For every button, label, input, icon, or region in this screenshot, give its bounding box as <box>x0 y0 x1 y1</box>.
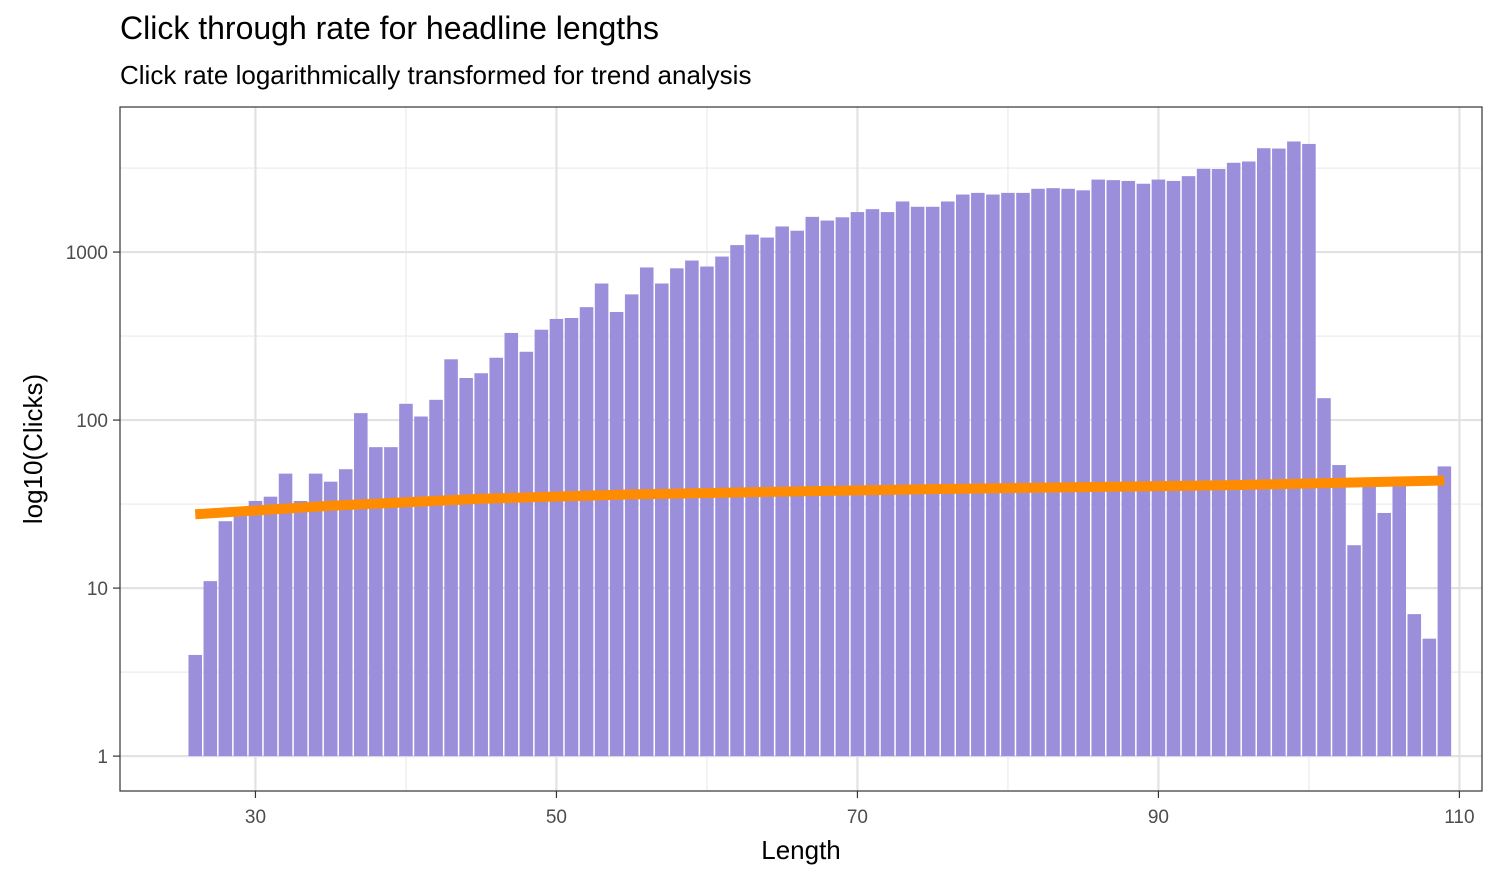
bar-length-27 <box>203 581 218 757</box>
bar-length-43 <box>444 359 458 757</box>
bar-length-33 <box>293 500 308 757</box>
bar-length-55 <box>624 294 639 757</box>
bar-length-34 <box>308 473 323 757</box>
bar-length-37 <box>354 413 368 757</box>
bar-length-49 <box>534 329 549 757</box>
bar-length-87 <box>1106 180 1121 757</box>
bar-length-57 <box>655 283 669 757</box>
bar-length-86 <box>1091 179 1106 757</box>
bar-length-53 <box>594 283 609 757</box>
bar-length-38 <box>369 447 383 757</box>
bar-length-83 <box>1046 188 1060 757</box>
y-tick-label: 1 <box>97 747 108 768</box>
bar-length-98 <box>1272 148 1286 757</box>
bar-length-81 <box>1016 192 1030 757</box>
bar-length-102 <box>1332 465 1346 757</box>
bar-length-36 <box>338 469 353 757</box>
bar-length-100 <box>1302 143 1316 757</box>
chart-title: Click through rate for headline lengths <box>120 10 659 46</box>
x-tick-label: 90 <box>1148 807 1169 828</box>
bar-length-26 <box>188 654 203 757</box>
bar-length-50 <box>549 318 564 757</box>
bar-length-99 <box>1287 141 1301 757</box>
bar-length-59 <box>685 260 699 757</box>
bar-length-48 <box>519 351 534 757</box>
bar-length-76 <box>940 201 955 757</box>
bar-length-47 <box>504 332 519 757</box>
bar-length-94 <box>1211 169 1226 757</box>
bar-length-103 <box>1347 545 1361 757</box>
x-axis-title: Length <box>761 835 841 865</box>
bar-length-93 <box>1196 168 1211 757</box>
bar-length-105 <box>1377 512 1391 757</box>
bar-length-45 <box>474 373 488 757</box>
bar-length-54 <box>609 311 624 757</box>
bar-length-90 <box>1151 179 1166 757</box>
bar-length-78 <box>971 192 985 757</box>
bar-length-56 <box>639 267 654 757</box>
bar-length-95 <box>1226 162 1241 757</box>
y-axis-title: log10(Clicks) <box>18 374 48 524</box>
bar-length-31 <box>263 496 278 757</box>
bar-length-96 <box>1241 161 1256 757</box>
bar-length-29 <box>233 515 248 757</box>
bar-length-104 <box>1362 483 1376 757</box>
bar-length-70 <box>850 212 865 757</box>
bar-length-40 <box>399 403 413 757</box>
bar-length-58 <box>670 268 684 757</box>
bar-length-60 <box>700 266 714 757</box>
bar-length-85 <box>1076 190 1090 757</box>
bar-length-71 <box>865 209 880 757</box>
bar-length-74 <box>910 206 925 757</box>
y-tick-label: 10 <box>87 579 108 600</box>
bar-length-88 <box>1121 180 1136 757</box>
bar-length-109 <box>1437 466 1452 757</box>
chart-subtitle: Click rate logarithmically transformed f… <box>120 60 752 90</box>
bar-length-91 <box>1166 180 1181 757</box>
bar-length-79 <box>986 194 1000 757</box>
bar-length-101 <box>1317 398 1331 757</box>
bar-length-82 <box>1031 188 1045 757</box>
bar-length-84 <box>1061 188 1075 757</box>
y-tick-label: 100 <box>76 411 108 432</box>
bar-length-106 <box>1392 483 1406 757</box>
bar-length-75 <box>925 206 940 757</box>
bar-length-39 <box>384 447 398 757</box>
bar-length-32 <box>278 473 293 757</box>
bar-length-41 <box>414 416 428 757</box>
bar-length-51 <box>564 318 579 757</box>
bar-length-107 <box>1407 614 1422 757</box>
trend-line <box>194 475 1445 520</box>
plot-panel-border <box>119 106 1483 792</box>
x-tick-label: 50 <box>546 807 567 828</box>
bar-length-62 <box>730 245 744 757</box>
bar-length-72 <box>880 212 895 757</box>
bar-series <box>188 141 1452 757</box>
bar-length-108 <box>1422 638 1437 757</box>
x-tick-label: 30 <box>245 807 266 828</box>
bar-length-61 <box>715 256 729 757</box>
x-tick-label: 70 <box>847 807 868 828</box>
bar-length-30 <box>248 500 263 757</box>
y-tick-label: 1000 <box>66 243 108 264</box>
bar-length-89 <box>1136 183 1151 757</box>
bar-length-80 <box>1001 192 1015 757</box>
bar-length-77 <box>956 194 970 757</box>
bar-length-42 <box>429 399 443 757</box>
bar-length-73 <box>895 201 910 757</box>
x-tick-label: 110 <box>1444 807 1474 828</box>
bar-length-46 <box>489 357 504 757</box>
bar-length-44 <box>459 378 473 757</box>
bar-length-35 <box>323 481 338 757</box>
bar-length-52 <box>579 307 594 757</box>
bar-length-97 <box>1257 148 1271 757</box>
bar-length-28 <box>218 521 233 757</box>
bar-length-92 <box>1181 176 1196 757</box>
